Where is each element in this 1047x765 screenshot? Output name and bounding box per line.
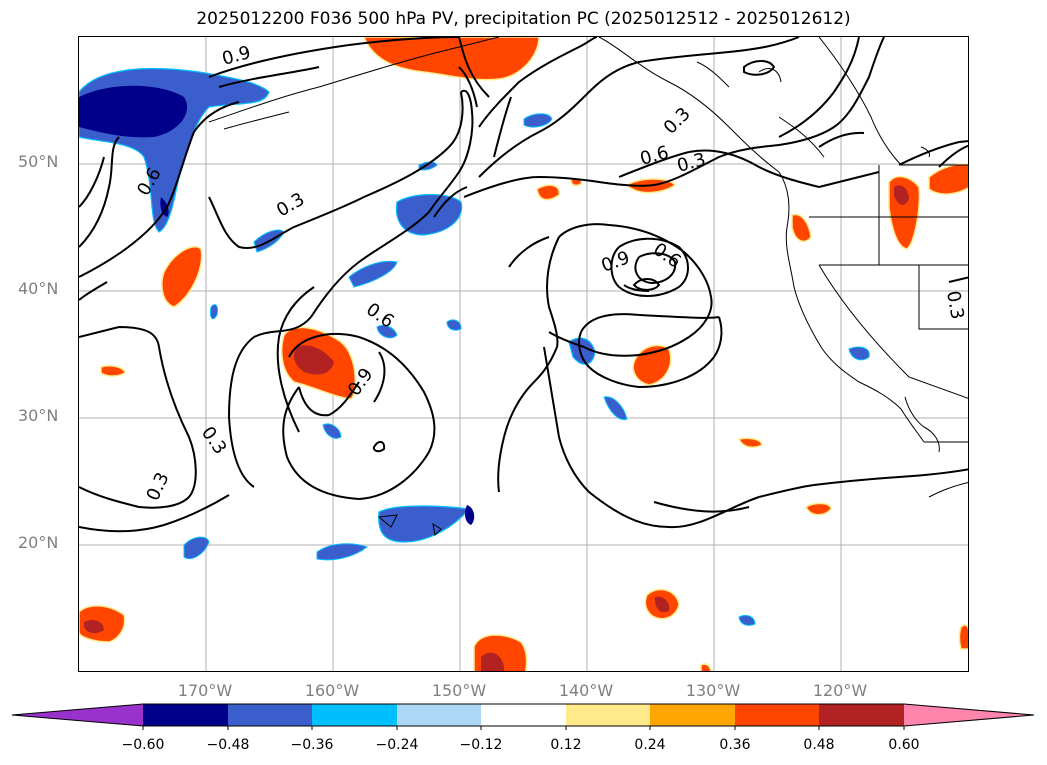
contour-label: 0.3 bbox=[197, 423, 231, 459]
lat-label-20n: 20°N bbox=[18, 533, 59, 552]
colorbar-tick-label: 0.48 bbox=[803, 737, 835, 753]
contour-label: 0.6 bbox=[649, 239, 685, 273]
colorbar-tick-label: −0.24 bbox=[375, 737, 419, 753]
lat-label-50n: 50°N bbox=[18, 152, 59, 171]
colorbar-segment bbox=[143, 704, 228, 726]
contour-labels: 0.9 0.6 0.3 0.6 0.6 0.9 0.9 0.6 0.3 0.3 … bbox=[133, 42, 968, 504]
colorbar-ticks bbox=[142, 726, 905, 730]
lon-label-170w: 170°W bbox=[177, 681, 233, 700]
map-panel[interactable]: 0.9 0.6 0.3 0.6 0.6 0.9 0.9 0.6 0.3 0.3 … bbox=[78, 36, 969, 672]
negative-anomalies bbox=[79, 67, 870, 626]
contour-label: 0.3 bbox=[660, 103, 695, 138]
colorbar-extend-min bbox=[12, 704, 143, 726]
contour-label: 0.3 bbox=[675, 149, 708, 177]
colorbar-tick-label: 0.60 bbox=[888, 737, 920, 753]
colorbar-segment bbox=[228, 704, 312, 726]
lat-label-40n: 40°N bbox=[18, 279, 59, 298]
colorbar-segment bbox=[735, 704, 819, 726]
lon-label-130w: 130°W bbox=[685, 681, 741, 700]
colorbar-segment bbox=[481, 704, 566, 726]
lon-label-140w: 140°W bbox=[558, 681, 614, 700]
grid-lines bbox=[79, 37, 968, 671]
colorbar-tick-label: 0.36 bbox=[719, 737, 751, 753]
colorbar-tick-label: 0.12 bbox=[550, 737, 582, 753]
positive-anomalies bbox=[79, 37, 968, 671]
contour-label: 0.6 bbox=[638, 142, 671, 170]
colorbar-segment bbox=[650, 704, 735, 726]
colorbar-segment bbox=[819, 704, 904, 726]
colorbar-extend-max bbox=[904, 704, 1034, 726]
pv-contours bbox=[79, 37, 968, 533]
coastlines bbox=[208, 37, 968, 537]
colorbar-segment bbox=[566, 704, 650, 726]
contour-label: 0.3 bbox=[273, 189, 308, 222]
colorbar-tick-label: −0.36 bbox=[290, 737, 334, 753]
map-title: 2025012200 F036 500 hPa PV, precipitatio… bbox=[196, 9, 851, 29]
lon-label-150w: 150°W bbox=[431, 681, 487, 700]
colorbar-segments bbox=[11, 703, 1035, 727]
colorbar-tick-label: 0.24 bbox=[634, 737, 666, 753]
contour-label: 0.3 bbox=[142, 469, 173, 504]
map-canvas: 0.9 0.6 0.3 0.6 0.6 0.9 0.9 0.6 0.3 0.3 … bbox=[79, 37, 968, 671]
colorbar-segment bbox=[312, 704, 397, 726]
lon-label-160w: 160°W bbox=[304, 681, 360, 700]
colorbar bbox=[11, 703, 1035, 730]
contour-label: 0.3 bbox=[942, 289, 968, 321]
colorbar-tick-label: −0.48 bbox=[206, 737, 250, 753]
colorbar-tick-label: −0.60 bbox=[121, 737, 165, 753]
colorbar-segment bbox=[397, 704, 481, 726]
contour-label: 0.6 bbox=[362, 299, 398, 333]
contour-label: 0.9 bbox=[599, 247, 633, 277]
lon-label-120w: 120°W bbox=[812, 681, 868, 700]
lat-label-30n: 30°N bbox=[18, 406, 59, 425]
colorbar-tick-label: −0.12 bbox=[459, 737, 503, 753]
